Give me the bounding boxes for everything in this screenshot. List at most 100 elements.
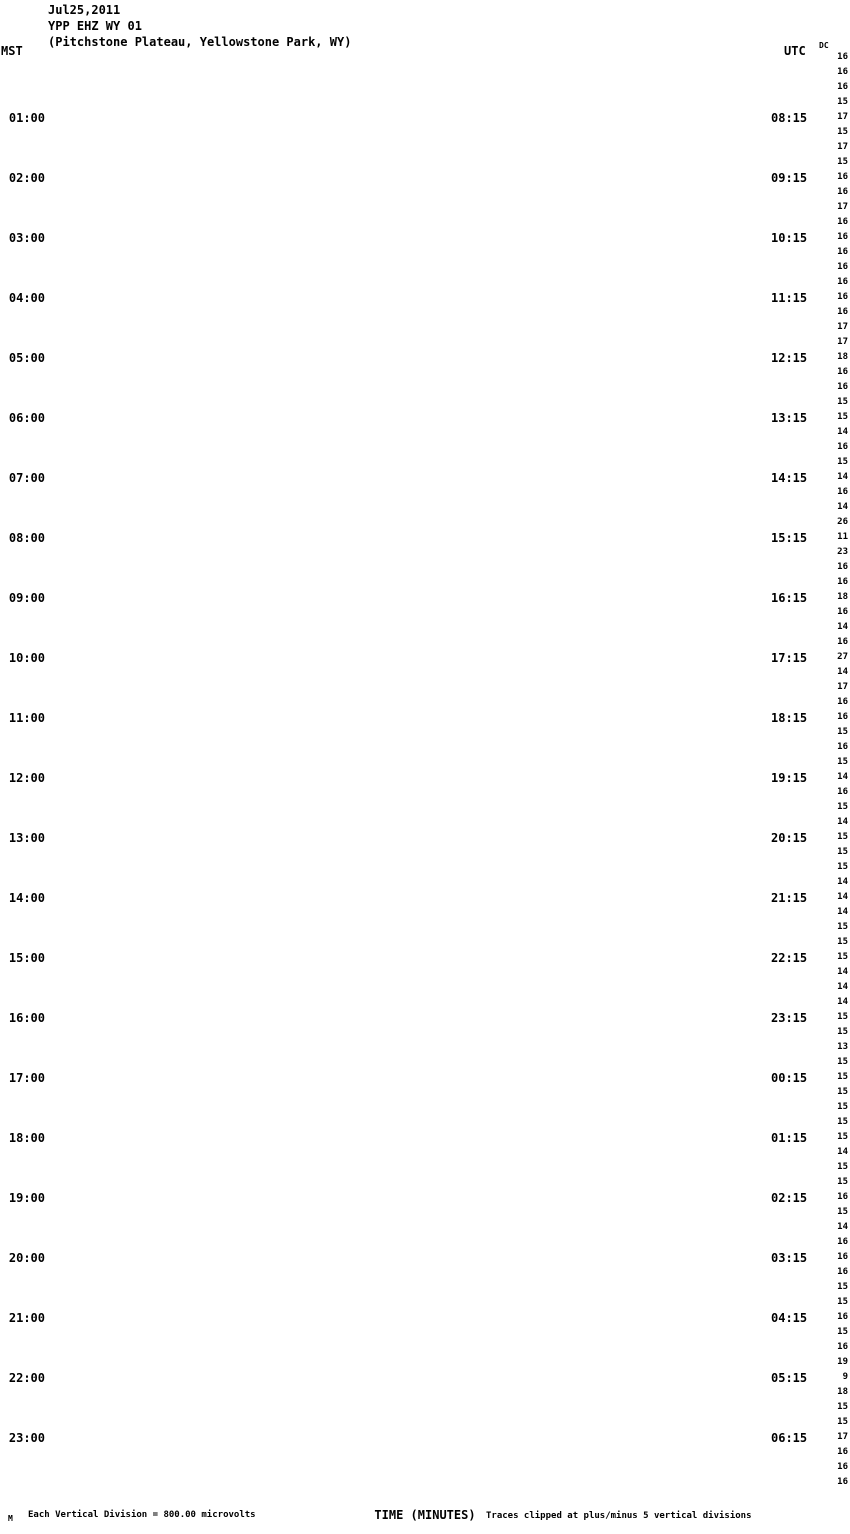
utc-time-label: 18:15 — [771, 711, 808, 725]
utc-time-label: 14:15 — [771, 471, 808, 485]
dc-value: 17 — [837, 112, 848, 122]
dc-value: 15 — [837, 97, 848, 107]
mst-time-label: 12:00 — [8, 771, 45, 785]
dc-value: 16 — [837, 82, 848, 92]
dc-value: 17 — [837, 322, 848, 332]
clip-note: Traces clipped at plus/minus 5 vertical … — [486, 1511, 752, 1521]
dc-value: 16 — [837, 247, 848, 257]
dc-value: 19 — [837, 1357, 848, 1367]
dc-value: 16 — [837, 1312, 848, 1322]
mst-time-label: 03:00 — [8, 231, 45, 245]
dc-value: 15 — [837, 1027, 848, 1037]
left-axis-title: MST — [1, 44, 23, 58]
dc-value: 14 — [837, 622, 848, 632]
dc-value: 16 — [837, 52, 848, 62]
dc-value: 14 — [837, 997, 848, 1007]
dc-value: 14 — [837, 817, 848, 827]
dc-value: 14 — [837, 1147, 848, 1157]
dc-value: 15 — [837, 157, 848, 167]
mst-time-label: 23:00 — [8, 1431, 45, 1445]
mst-time-label: 09:00 — [8, 591, 45, 605]
dc-value: 15 — [837, 1402, 848, 1412]
utc-time-label: 13:15 — [771, 411, 808, 425]
dc-value: 9 — [842, 1372, 848, 1382]
dc-value: 16 — [837, 382, 848, 392]
utc-time-label: 00:15 — [771, 1071, 808, 1085]
utc-time-label: 06:15 — [771, 1431, 808, 1445]
mst-time-label: 07:00 — [8, 471, 45, 485]
mst-time-label: 21:00 — [8, 1311, 45, 1325]
dc-value: 15 — [837, 1297, 848, 1307]
dc-value: 15 — [837, 412, 848, 422]
dc-value: 14 — [837, 772, 848, 782]
dc-value: 14 — [837, 877, 848, 887]
utc-time-label: 10:15 — [771, 231, 808, 245]
dc-value: 15 — [837, 127, 848, 137]
dc-value: 15 — [837, 1132, 848, 1142]
dc-value: 16 — [837, 562, 848, 572]
dc-value: 15 — [837, 1417, 848, 1427]
dc-value: 16 — [837, 367, 848, 377]
mst-time-label: 05:00 — [8, 351, 45, 365]
mst-time-label: 20:00 — [8, 1251, 45, 1265]
dc-value: 16 — [837, 1237, 848, 1247]
dc-value: 15 — [837, 832, 848, 842]
utc-time-label: 09:15 — [771, 171, 808, 185]
dc-value: 16 — [837, 172, 848, 182]
mst-time-label: 19:00 — [8, 1191, 45, 1205]
location-label: (Pitchstone Plateau, Yellowstone Park, W… — [48, 35, 352, 49]
dc-value: 16 — [837, 67, 848, 77]
dc-value: 16 — [837, 1477, 848, 1487]
dc-value: 17 — [837, 202, 848, 212]
utc-time-label: 04:15 — [771, 1311, 808, 1325]
dc-value: 15 — [837, 457, 848, 467]
dc-value: 16 — [837, 487, 848, 497]
dc-value: 15 — [837, 397, 848, 407]
mst-time-label: 22:00 — [8, 1371, 45, 1385]
dc-value: 15 — [837, 802, 848, 812]
utc-time-label: 12:15 — [771, 351, 808, 365]
dc-column-label: DC — [819, 41, 829, 50]
dc-value: 14 — [837, 472, 848, 482]
mst-time-label: 18:00 — [8, 1131, 45, 1145]
dc-value: 15 — [837, 1327, 848, 1337]
utc-time-label: 02:15 — [771, 1191, 808, 1205]
utc-time-label: 08:15 — [771, 111, 808, 125]
dc-value: 15 — [837, 1282, 848, 1292]
dc-value: 15 — [837, 1117, 848, 1127]
dc-value: 17 — [837, 682, 848, 692]
dc-value: 16 — [837, 442, 848, 452]
dc-value: 15 — [837, 1102, 848, 1112]
mst-time-label: 08:00 — [8, 531, 45, 545]
mst-time-label: 15:00 — [8, 951, 45, 965]
mst-time-label: 16:00 — [8, 1011, 45, 1025]
dc-value: 15 — [837, 1162, 848, 1172]
dc-value: 16 — [837, 637, 848, 647]
dc-value: 18 — [837, 1387, 848, 1397]
dc-value: 17 — [837, 142, 848, 152]
utc-time-label: 23:15 — [771, 1011, 808, 1025]
utc-time-label: 05:15 — [771, 1371, 808, 1385]
scale-note: Each Vertical Division = 800.00 microvol… — [28, 1510, 256, 1520]
mst-time-label: 17:00 — [8, 1071, 45, 1085]
dc-value: 15 — [837, 1087, 848, 1097]
dc-value: 16 — [837, 187, 848, 197]
dc-value: 26 — [837, 517, 848, 527]
mst-time-label: 14:00 — [8, 891, 45, 905]
dc-value: 27 — [837, 652, 848, 662]
dc-value: 13 — [837, 1042, 848, 1052]
dc-value: 17 — [837, 1432, 848, 1442]
dc-value: 16 — [837, 1252, 848, 1262]
dc-value: 15 — [837, 1012, 848, 1022]
dc-value: 16 — [837, 217, 848, 227]
dc-value: 15 — [837, 922, 848, 932]
utc-time-label: 22:15 — [771, 951, 808, 965]
dc-value: 17 — [837, 337, 848, 347]
dc-value: 15 — [837, 1072, 848, 1082]
dc-value: 16 — [837, 1192, 848, 1202]
dc-value: 16 — [837, 262, 848, 272]
dc-value: 15 — [837, 1177, 848, 1187]
corner-mark: M — [8, 1514, 13, 1523]
